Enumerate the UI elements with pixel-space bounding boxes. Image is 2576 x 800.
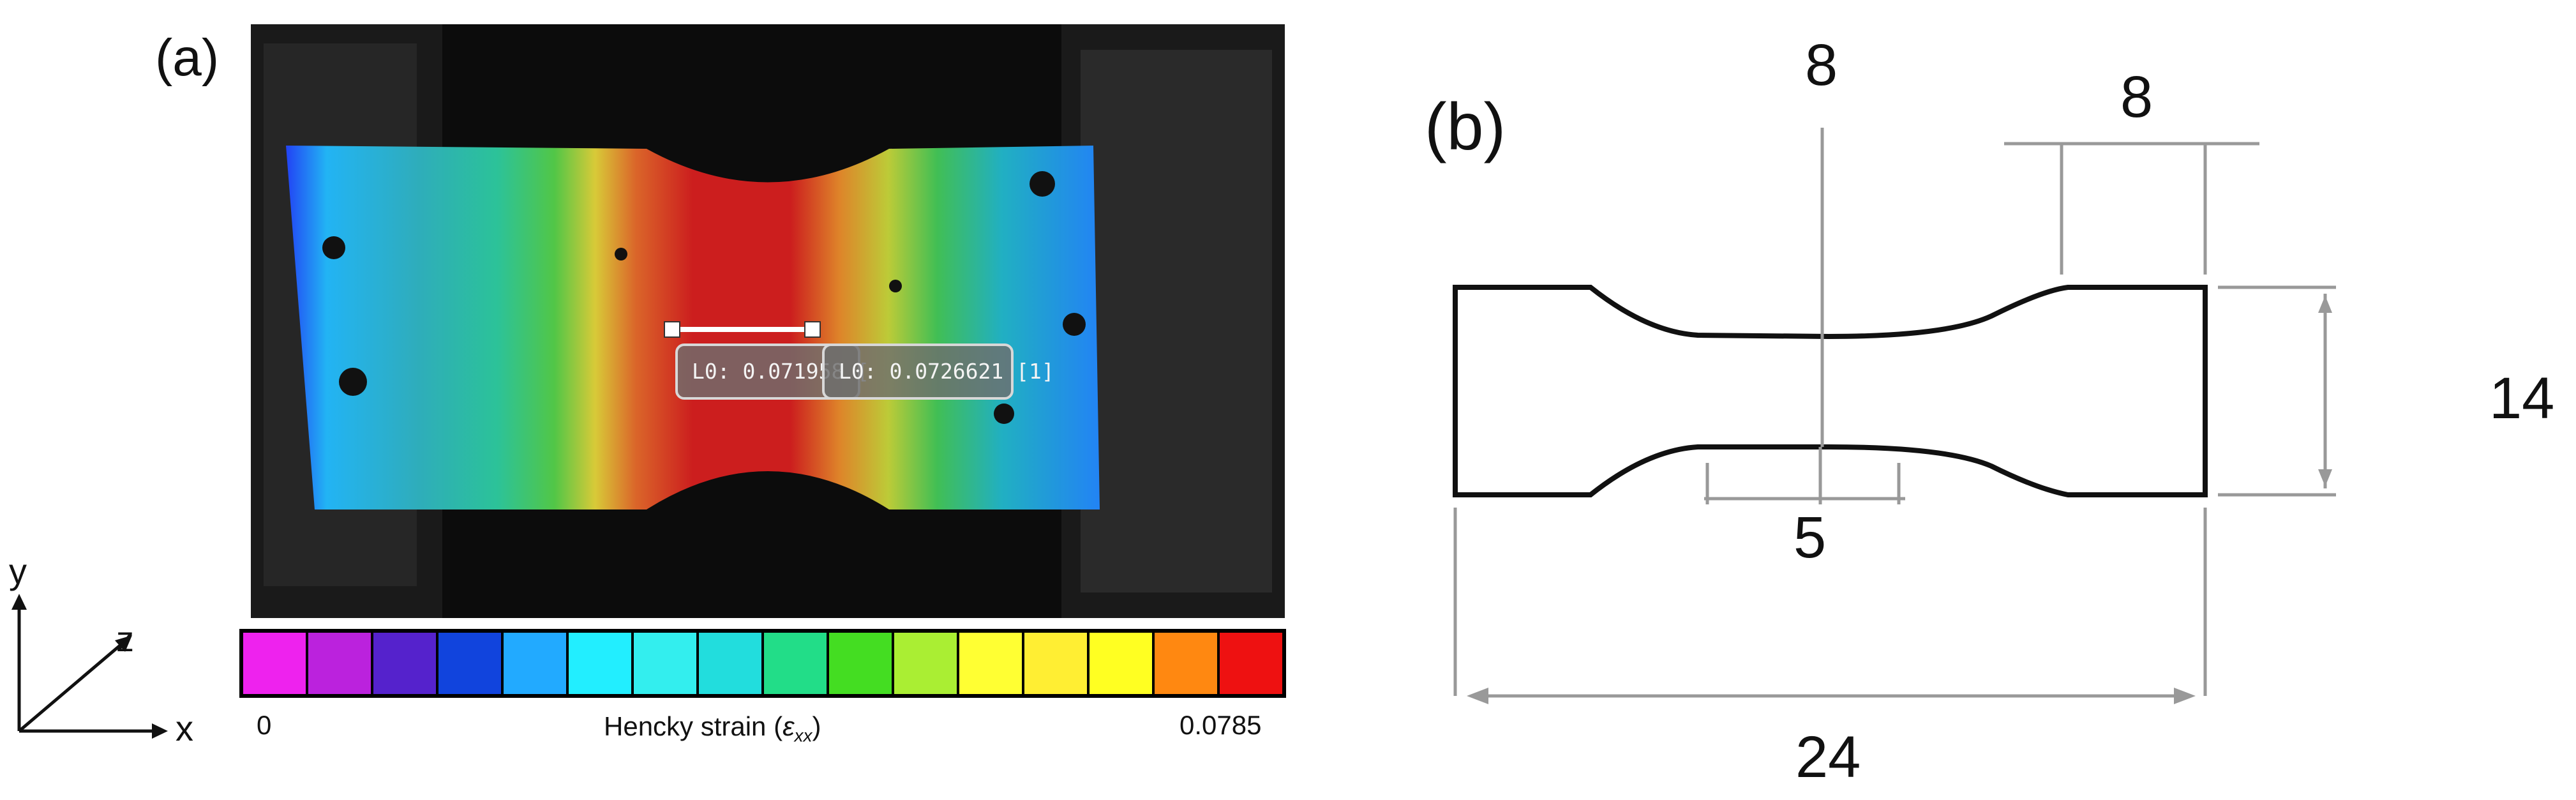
panel-label-b: (b) <box>1425 90 1506 164</box>
colorbar-swatch-8 <box>764 633 827 694</box>
dimension-arrowheads <box>1467 296 2332 704</box>
defect-spot <box>1063 313 1086 336</box>
colorbar-swatch-4 <box>504 633 566 694</box>
defect-spot <box>1030 171 1055 197</box>
measurement-handle-right[interactable] <box>804 321 821 338</box>
colorbar-swatch-11 <box>959 633 1022 694</box>
colorbar-swatch-2 <box>373 633 436 694</box>
z-axis-arrowhead <box>115 635 132 652</box>
colorbar-swatch-14 <box>1155 633 1217 694</box>
coordinate-axes <box>11 594 168 739</box>
colorbar-swatch-6 <box>634 633 696 694</box>
colorbar-swatch-9 <box>829 633 892 694</box>
dimension-height: 14 <box>2489 366 2555 431</box>
colorbar-swatch-12 <box>1024 633 1087 694</box>
colorbar-swatch-15 <box>1220 633 1282 694</box>
colorbar-min-label: 0 <box>257 710 272 740</box>
axis-label-x: x <box>176 708 193 748</box>
dimension-top-left: 8 <box>1805 33 1838 98</box>
defect-spot <box>615 248 627 260</box>
specimen-image <box>251 24 1285 618</box>
colorbar-swatch-13 <box>1090 633 1152 694</box>
strain-field-photo: L0: 0.071958 [ L0: 0.0726621 [1] <box>251 24 1285 618</box>
dimension-gauge-width: 5 <box>1793 505 1827 570</box>
y-axis-arrowhead <box>11 594 27 610</box>
colorbar-swatch-1 <box>308 633 371 694</box>
axis-label-y: y <box>9 551 27 591</box>
colorbar-swatch-7 <box>699 633 761 694</box>
specimen-drawing <box>1453 128 2336 704</box>
colorbar-swatch-3 <box>438 633 501 694</box>
dimension-length: 24 <box>1795 725 1861 790</box>
defect-spot <box>889 280 902 292</box>
strain-tooltip-2: L0: 0.0726621 [1] <box>822 343 1054 400</box>
defect-spot <box>339 368 367 396</box>
colorbar-max-label: 0.0785 <box>1179 710 1262 740</box>
x-axis-arrowhead <box>152 723 168 739</box>
defect-spot <box>322 236 345 259</box>
colorbar-title: Hencky strain (εxx) <box>604 711 821 746</box>
right-grip-face <box>1081 50 1272 592</box>
colorbar-swatch-10 <box>894 633 957 694</box>
measurement-handle-left[interactable] <box>664 321 680 338</box>
dogbone-outline <box>1453 285 2208 497</box>
axis-label-z: z <box>116 619 134 659</box>
strain-colorbar <box>239 629 1286 698</box>
defect-spot <box>994 404 1014 424</box>
dimension-top-right: 8 <box>2120 64 2153 130</box>
colorbar-swatch-0 <box>243 633 306 694</box>
z-axis-line <box>18 640 126 732</box>
colorbar-swatch-5 <box>569 633 631 694</box>
panel-label-a: (a) <box>155 29 220 87</box>
